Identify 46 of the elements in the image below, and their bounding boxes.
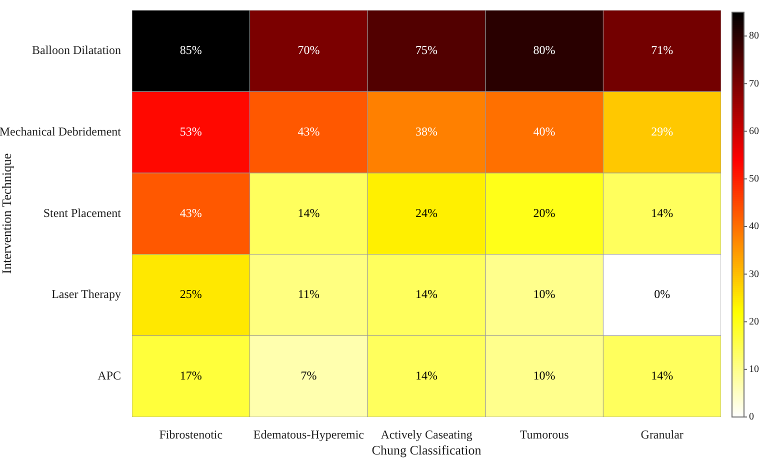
data-label: 11% <box>298 287 320 302</box>
color-bar-label: 80 <box>749 30 759 42</box>
data-label: 38% <box>416 124 438 138</box>
color-bar-label: 40 <box>749 221 759 232</box>
color-bar-label: 0 <box>749 412 754 423</box>
x-tick-label: Granular <box>640 427 684 442</box>
data-label: 80% <box>533 43 556 58</box>
data-label: 7% <box>300 368 317 382</box>
color-bar-label: 20 <box>749 316 759 328</box>
data-label: 17% <box>180 368 202 382</box>
y-tick-label: APC <box>98 368 121 382</box>
x-tick-label: Edematous-Hyperemic <box>253 427 364 442</box>
y-tick-label: Laser Therapy <box>52 287 121 302</box>
x-tick-label: Tumorous <box>520 427 570 442</box>
data-label: 20% <box>533 206 556 220</box>
data-label: 14% <box>416 287 438 302</box>
color-bar-label: 30 <box>749 268 759 280</box>
data-label: 14% <box>651 206 674 220</box>
data-label: 14% <box>651 368 674 382</box>
data-label: 29% <box>651 124 674 138</box>
color-bar-label: 60 <box>749 126 759 137</box>
data-label: 75% <box>416 43 438 58</box>
data-label: 10% <box>533 368 556 382</box>
y-tick-label: Stent Placement <box>43 206 122 220</box>
data-label: 14% <box>298 206 320 220</box>
data-label: 85% <box>180 43 202 58</box>
data-label: 14% <box>416 368 438 382</box>
data-label: 53% <box>180 124 202 138</box>
data-label: 10% <box>533 287 556 302</box>
data-label: 43% <box>298 124 320 138</box>
data-label: 40% <box>533 124 556 138</box>
color-bar-label: 70 <box>749 78 759 90</box>
color-bar-label: 50 <box>749 174 759 185</box>
y-tick-label: Mechanical Debridement <box>0 124 122 138</box>
x-axis-title: Chung Classification <box>372 442 482 458</box>
data-label: 43% <box>180 206 202 220</box>
y-tick-label: Balloon Dilatation <box>32 43 121 58</box>
data-label: 71% <box>651 43 674 58</box>
data-label: 25% <box>180 287 202 302</box>
x-tick-label: Fibrostenotic <box>159 427 223 442</box>
data-label: 24% <box>416 206 438 220</box>
color-bar-label: 10 <box>749 364 759 375</box>
data-label: 0% <box>654 287 670 302</box>
x-tick-label: Actively Caseating <box>380 427 472 442</box>
y-axis-title: Intervention Technique <box>0 153 14 274</box>
data-label: 70% <box>298 43 320 58</box>
